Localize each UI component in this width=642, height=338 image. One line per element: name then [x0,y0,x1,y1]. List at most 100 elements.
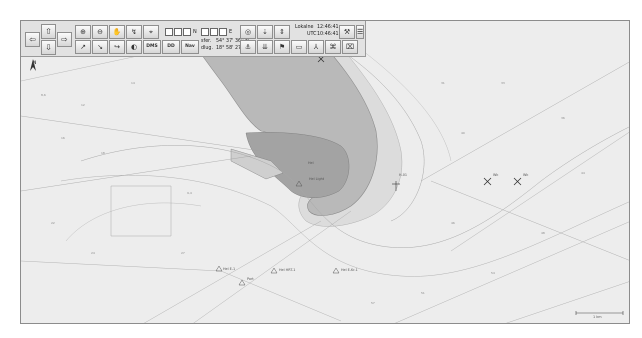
arrow-down-icon: ⇩ [45,43,52,52]
wrench-button[interactable]: ⚒ [339,25,355,39]
menu-button[interactable]: ☰ [356,25,364,39]
buoy-marker [215,180,340,286]
fairway-line [193,210,352,323]
toolbar: ⇦ ⇧ ⇩ ⇨ ⊕ ⊖ ✋ ↯ ⌖ ↗ ↘ ↪ ◐ DMS DD Nav N E… [21,21,366,57]
depth-contour [65,202,202,242]
pan-down-button[interactable]: ⇩ [41,40,56,55]
flag-icon: ⚑ [278,43,286,51]
depth-sounding: 8,6 [41,93,46,97]
depth-sounding: 16 [61,136,65,140]
depth-sounding: 54 [491,271,495,275]
bearing-icon: ↪ [114,43,120,51]
buoy-label: Hel HRT-1 [279,268,296,272]
coord-input[interactable] [219,28,227,36]
dd-button[interactable]: DD [162,40,180,54]
select-button[interactable]: ⌖ [143,25,159,39]
pan-hand-button[interactable]: ✋ [109,25,125,39]
latitude-label: sfer. [201,39,212,44]
north-arrow [30,59,36,71]
measure-icon: ↘ [97,43,103,51]
pan-right-button[interactable]: ⇨ [57,32,72,47]
measure-button[interactable]: ↘ [92,40,108,54]
depth-sounding: 51 [421,291,425,295]
target-icon: ◎ [244,28,252,36]
nav-button[interactable]: Nav [181,40,199,54]
local-time-value: 12:46:41 [317,25,339,30]
zoom-out-icon: ⊖ [97,28,103,36]
anchor-icon: ⚓ [244,43,252,51]
depth-sounding: 40 [461,131,465,135]
zoom-out-button[interactable]: ⊖ [92,25,108,39]
area-button[interactable]: ▭ [291,40,307,54]
depth-sounding: 27 [181,251,185,255]
route-icon: ↯ [131,28,137,36]
lighthouse-icon: ⇣ [262,28,268,36]
pan-up-button[interactable]: ⇧ [41,24,56,39]
depth-sounding: 36 [561,116,565,120]
lighthouse-button[interactable]: ⇣ [257,25,273,39]
contrast-button[interactable]: ◐ [126,40,142,54]
buoy-icon: ⌘ [329,43,337,51]
buoy-label: Hel E-Kr-1 [341,268,358,272]
restricted-area [110,185,172,237]
depth-sounding: 9,4 [187,191,192,195]
fairway-line [450,132,629,252]
depth-contour [80,126,629,248]
scale-bar [575,311,624,315]
fairway-line [420,61,629,182]
north-label: N [33,60,37,65]
pan-left-button[interactable]: ⇦ [25,32,40,47]
wreck-marker [317,55,522,186]
route-button[interactable]: ↯ [126,25,142,39]
fairway-line [21,155,252,192]
layers-icon: ⇕ [279,28,285,36]
longitude-value: 18° 58' 27'' E [216,46,249,51]
area-icon: ▭ [295,43,303,51]
fairway-line [430,180,629,261]
utc-time-value: 10:46:41 [317,32,339,37]
depth-sounding: 31 [441,81,445,85]
depth-sounding: 24 [91,251,95,255]
layers-button[interactable]: ⇕ [274,25,290,39]
depth-sounding: 33 [501,81,505,85]
wrench-icon: ⚒ [343,28,351,36]
buoy-button[interactable]: ⌘ [325,40,341,54]
map-icon: ⌧ [345,43,355,51]
latitude-value: 54° 37' 36'' N [216,39,249,44]
dms-button[interactable]: DMS [143,40,161,54]
local-time-label: Lokalne [295,25,314,30]
depth-sounding: 22 [51,221,55,225]
buoy-label: Hel E-1 [223,267,236,271]
depth-sounding: 14 [131,81,135,85]
anchor-button[interactable]: ⚓ [240,40,256,54]
move-icon: ↗ [80,43,86,51]
anchorage-label: H-01 [399,173,408,177]
arrow-right-icon: ⇨ [61,35,68,44]
target-button[interactable]: ◎ [240,25,256,39]
wreck-label: Wk [493,173,499,177]
anchorage-marker [392,181,400,191]
map-button[interactable]: ⌧ [342,40,358,54]
port-label: Port [247,277,254,281]
utc-time-label: UTC [307,32,317,37]
depth-button[interactable]: ⇊ [257,40,273,54]
scale-label: 1 km [593,315,602,319]
hel-label: Hel [308,161,314,165]
flag-button[interactable]: ⚑ [274,40,290,54]
zoom-in-button[interactable]: ⊕ [75,25,91,39]
chart-window: N Hel Hel Light Hel E-1 Hel HRT-1 Hel E-… [20,20,630,324]
coord-input[interactable] [183,28,191,36]
depth-contour [60,175,629,277]
fairway-line [395,221,629,323]
fairway-line [144,220,322,323]
coord-input[interactable] [201,28,209,36]
vessel-button[interactable]: ⅄ [308,40,324,54]
contrast-icon: ◐ [130,43,138,51]
coord-input[interactable] [210,28,218,36]
bearing-button[interactable]: ↪ [109,40,125,54]
coord-input[interactable] [165,28,173,36]
zoom-in-icon: ⊕ [80,28,86,36]
coord-input[interactable] [174,28,182,36]
nautical-chart[interactable] [21,21,630,324]
move-button[interactable]: ↗ [75,40,91,54]
